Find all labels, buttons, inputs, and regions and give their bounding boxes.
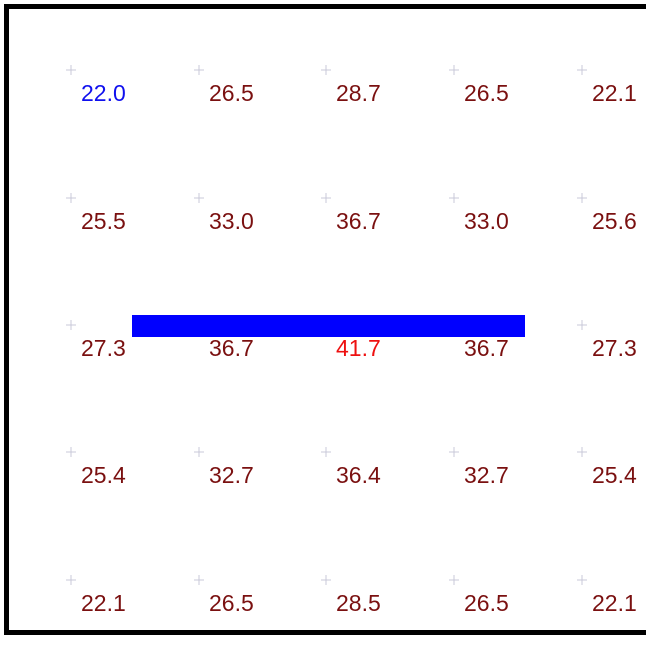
grid-marker: [66, 320, 76, 330]
grid-marker: [66, 65, 76, 75]
cell-value-label: 26.5: [464, 80, 509, 106]
cell-value-label: 26.5: [209, 590, 254, 616]
cell-value-label: 25.4: [592, 462, 637, 488]
grid-marker: [449, 193, 459, 203]
cell-value-label: 22.0: [81, 80, 126, 106]
cell-value-label: 28.7: [336, 80, 381, 106]
grid-marker: [194, 575, 204, 585]
grid-marker: [66, 447, 76, 457]
cell-value-label: 33.0: [464, 208, 509, 234]
cell-value-label: 41.7: [336, 335, 381, 361]
grid-marker: [66, 193, 76, 203]
grid-marker: [577, 320, 587, 330]
grid-marker: [577, 65, 587, 75]
cell-value-label: 33.0: [209, 208, 254, 234]
cell-value-label: 25.4: [81, 462, 126, 488]
grid-marker: [449, 575, 459, 585]
grid-marker: [194, 447, 204, 457]
cell-value-label: 32.7: [464, 462, 509, 488]
cell-value-label: 22.1: [592, 80, 637, 106]
grid-marker: [449, 447, 459, 457]
cell-value-label: 27.3: [592, 335, 637, 361]
grid-marker: [577, 575, 587, 585]
cell-value-label: 32.7: [209, 462, 254, 488]
cell-value-label: 36.7: [209, 335, 254, 361]
cell-value-label: 22.1: [81, 590, 126, 616]
grid-marker: [321, 193, 331, 203]
cell-value-label: 26.5: [464, 590, 509, 616]
cell-value-label: 25.5: [81, 208, 126, 234]
cell-value-label: 36.4: [336, 462, 381, 488]
grid-marker: [577, 193, 587, 203]
cell-value-label: 22.1: [592, 590, 637, 616]
grid-marker: [321, 575, 331, 585]
grid-marker: [449, 65, 459, 75]
grid-marker: [66, 575, 76, 585]
cell-value-label: 27.3: [81, 335, 126, 361]
grid-marker: [321, 447, 331, 457]
grid-marker: [321, 65, 331, 75]
cell-value-label: 26.5: [209, 80, 254, 106]
cell-value-label: 36.7: [464, 335, 509, 361]
cell-value-label: 36.7: [336, 208, 381, 234]
grid-marker: [577, 447, 587, 457]
highlight-bar: [132, 315, 525, 337]
grid-marker: [194, 65, 204, 75]
cell-value-label: 28.5: [336, 590, 381, 616]
grid-marker: [194, 193, 204, 203]
cell-value-label: 25.6: [592, 208, 637, 234]
heatmap-cells: 22.0 26.5 28.7 26.5 22.1 25.5 33.0 36.7 33.0 25.6…: [66, 65, 637, 616]
